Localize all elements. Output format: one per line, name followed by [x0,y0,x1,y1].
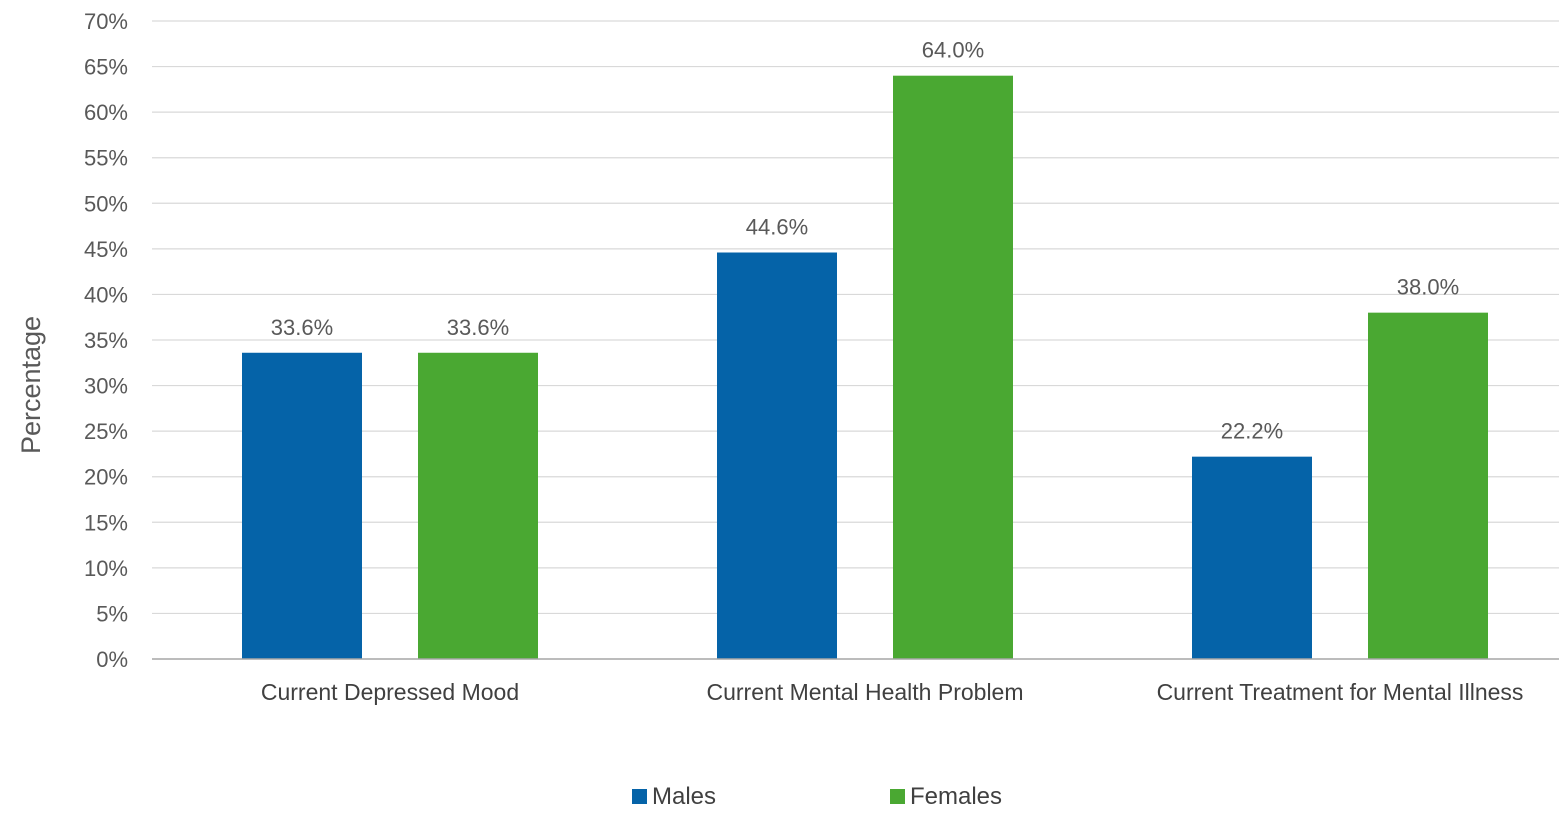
y-tick-label: 55% [84,146,128,171]
data-label: 22.2% [1221,419,1283,444]
y-axis-title: Percentage [16,316,46,454]
y-tick-label: 0% [96,647,128,672]
legend-swatch-males [632,789,647,804]
y-tick-label: 15% [84,510,128,535]
y-tick-label: 45% [84,237,128,262]
y-tick-label: 65% [84,55,128,80]
data-label: 64.0% [922,38,984,63]
data-label: 33.6% [271,315,333,340]
legend-label-females: Females [910,783,1002,810]
bar-males-1 [242,352,362,659]
y-tick-label: 20% [84,465,128,490]
y-tick-label: 5% [96,601,128,626]
data-label: 44.6% [746,215,808,240]
legend-label-males: Males [652,783,716,810]
data-labels: 33.6% 33.6% 44.6% 64.0% 22.2% 38.0% [271,38,1459,444]
y-tick-label: 70% [84,9,128,34]
bar-females-2 [893,75,1013,659]
gridlines [152,20,1559,615]
y-tick-label: 40% [84,282,128,307]
x-category-label: Current Treatment for Mental Illness [1157,679,1524,705]
bar-males-3 [1192,456,1312,659]
y-tick-label: 35% [84,328,128,353]
y-tick-label: 25% [84,419,128,444]
y-tick-label: 30% [84,374,128,399]
data-label: 33.6% [447,315,509,340]
x-category-label: Current Mental Health Problem [706,679,1023,705]
y-tick-label: 10% [84,556,128,581]
bar-females-3 [1368,312,1488,659]
x-category-label: Current Depressed Mood [261,679,519,705]
y-axis-ticks: 0% 5% 10% 15% 20% 25% 30% 35% 40% 45% 50% 55% 60% 65%… [84,9,128,672]
x-axis-categories: Current Depressed Mood Current Mental Hea… [261,679,1524,705]
legend: Males Females [632,783,1002,810]
bar-males-2 [717,252,837,659]
bar-females-1 [418,352,538,659]
y-tick-label: 60% [84,100,128,125]
y-tick-label: 50% [84,191,128,216]
data-label: 38.0% [1397,275,1459,300]
legend-swatch-females [890,789,905,804]
bars [242,75,1488,659]
